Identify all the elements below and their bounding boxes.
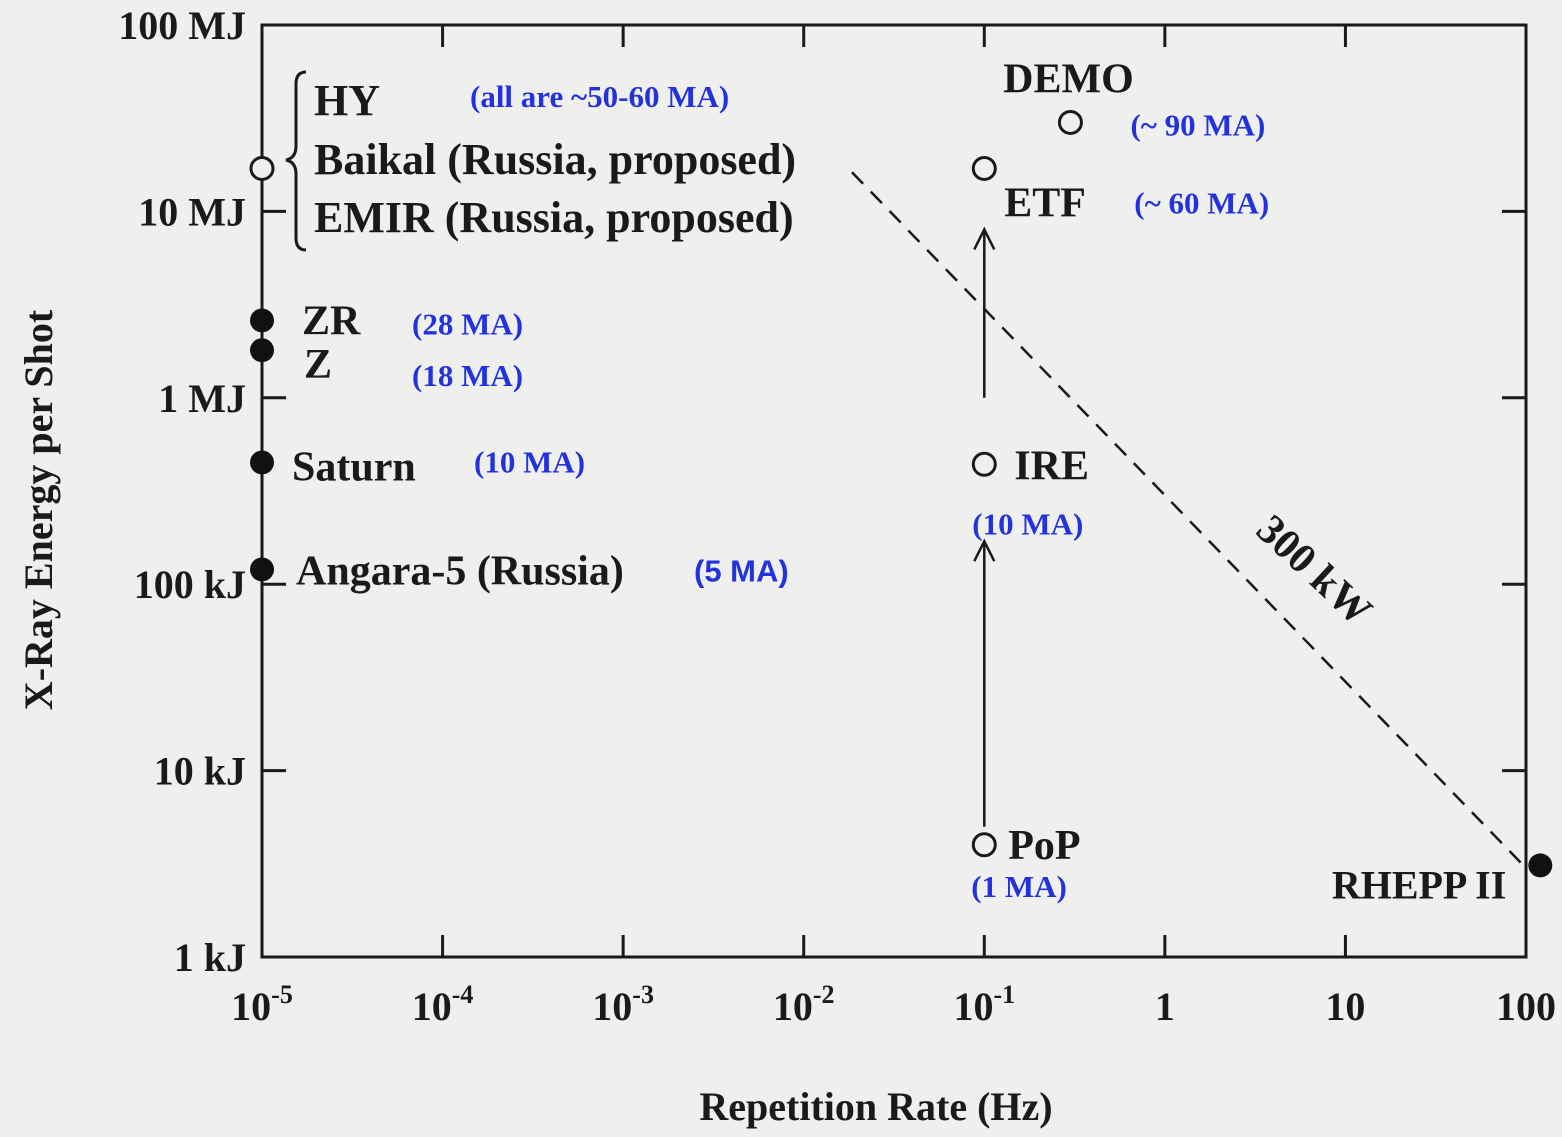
x-tick-exponent: -5: [271, 980, 293, 1009]
current-label-zr: (28 MA): [412, 306, 523, 341]
y-tick-label: 100 MJ: [118, 3, 246, 48]
point-label-rhepp-ii: RHEPP II: [1332, 862, 1506, 907]
point-label-angara-5-russia: Angara-5 (Russia): [296, 548, 624, 594]
y-axis-title: X-Ray Energy per Shot: [16, 309, 61, 710]
point-label-z: Z: [304, 342, 332, 388]
point-z: [250, 338, 274, 363]
group-note: (all are ~50-60 MA): [470, 79, 729, 114]
power-line-label: 300 kW: [1247, 506, 1380, 634]
current-label-angara-5-russia: (5 MA): [694, 553, 789, 588]
point-angara-5-russia: [250, 557, 274, 582]
x-tick-label: 10: [1325, 984, 1365, 1029]
y-tick-label: 1 kJ: [174, 935, 246, 980]
current-label-etf: (~ 60 MA): [1134, 185, 1269, 220]
point-zr: [250, 308, 274, 333]
point-labels: 10-5 10-4 10-3 10-2 10-1 1 10 100 1 kJ 10 kJ 100 k…: [118, 3, 1556, 1029]
x-tick-label: 10-5: [231, 980, 293, 1029]
y-tick-label: 100 kJ: [134, 562, 246, 607]
upgrade-arrow-head: [973, 538, 996, 562]
point-etf: [971, 155, 997, 181]
group-label-emir: EMIR (Russia, proposed): [314, 193, 794, 242]
group-label-hy: HY: [314, 76, 380, 125]
y-tick-label: 1 MJ: [158, 376, 246, 421]
x-tick-label: 10-2: [773, 980, 835, 1029]
x-tick-exponent: -1: [993, 980, 1015, 1009]
x-tick-exponent: -3: [632, 980, 654, 1009]
group-label-baikal: Baikal (Russia, proposed): [314, 135, 796, 184]
point-label-demo: DEMO: [1003, 56, 1134, 102]
current-label-demo: (~ 90 MA): [1130, 107, 1265, 142]
x-axis-title: Repetition Rate (Hz): [699, 1084, 1052, 1129]
point-label-saturn: Saturn: [292, 444, 416, 490]
point-label-zr: ZR: [302, 298, 361, 344]
point-saturn: [250, 450, 274, 475]
point-label-ire: IRE: [1014, 443, 1089, 489]
current-label-pop: (1 MA): [971, 869, 1067, 904]
x-tick-label: 10-3: [592, 980, 654, 1029]
y-tick-label: 10 MJ: [138, 189, 246, 234]
x-tick-label: 10-4: [412, 980, 474, 1029]
point-label-pop: PoP: [1008, 823, 1080, 869]
x-tick-exponent: -4: [452, 980, 474, 1009]
point-demo: [1057, 109, 1083, 135]
point-hy-baikal-emir: [249, 155, 275, 181]
x-tick-label: 100: [1496, 984, 1556, 1029]
point-rhepp-ii: [1528, 853, 1553, 878]
current-label-z: (18 MA): [412, 358, 523, 393]
current-label-saturn: (10 MA): [474, 444, 585, 479]
x-tick-label: 1: [1155, 984, 1175, 1029]
power-line-300kw: [851, 171, 1527, 869]
x-tick-exponent: -2: [813, 980, 835, 1009]
axis-ticks: [262, 25, 1526, 957]
y-tick-label: 10 kJ: [154, 749, 246, 794]
point-ire: [971, 451, 997, 477]
group-brace: [285, 70, 307, 252]
chart-marks: [249, 109, 1553, 878]
point-label-etf: ETF: [1004, 180, 1086, 226]
x-tick-label: 10-1: [953, 980, 1015, 1029]
current-label-ire: (10 MA): [972, 506, 1083, 541]
plot-frame: [260, 23, 1528, 959]
upgrade-arrow-head: [973, 226, 996, 251]
point-pop: [971, 832, 997, 858]
